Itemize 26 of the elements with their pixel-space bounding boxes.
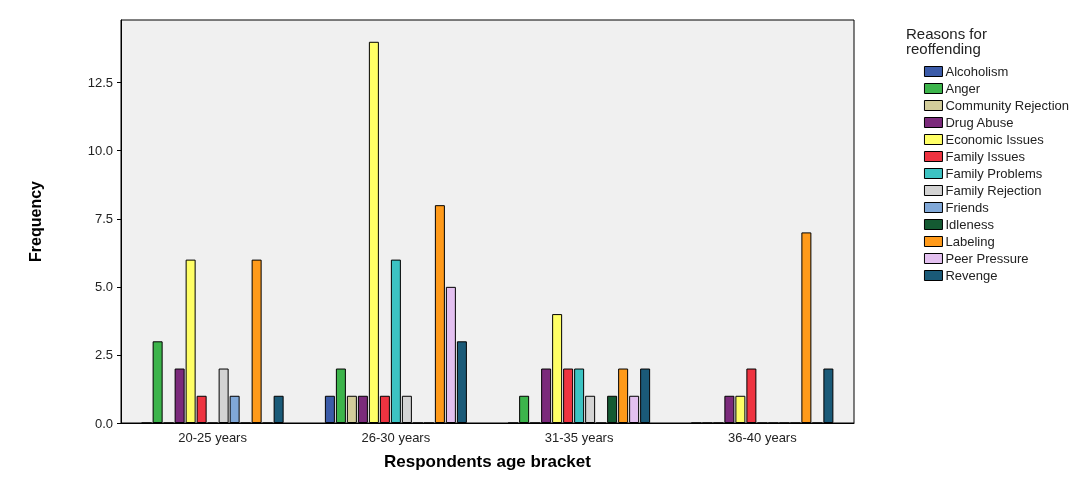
legend-label: Family Issues bbox=[945, 149, 1026, 164]
x-axis-title: Respondents age bracket bbox=[384, 452, 592, 471]
y-axis-title: Frequency bbox=[26, 180, 44, 262]
legend-label: Labeling bbox=[945, 234, 995, 249]
x-tick-label: 36-40 years bbox=[728, 430, 798, 445]
x-tick-label: 20-25 years bbox=[178, 430, 248, 445]
legend-title: Reasons for reoffending bbox=[906, 25, 992, 57]
legend-label: Family Rejection bbox=[945, 183, 1042, 198]
y-tick-label: 12.5 bbox=[87, 75, 113, 91]
legend-label: Community Rejection bbox=[945, 98, 1069, 113]
legend-label: Family Problems bbox=[945, 166, 1043, 181]
x-tick-label: 31-35 years bbox=[544, 430, 614, 445]
y-tick-label: 0.0 bbox=[94, 415, 113, 431]
legend-label: Alcoholism bbox=[945, 64, 1009, 79]
x-tick-label: 26-30 years bbox=[361, 430, 431, 445]
legend-label: Economic Issues bbox=[945, 132, 1045, 147]
y-tick-label: 10.0 bbox=[87, 143, 113, 159]
legend-label: Peer Pressure bbox=[945, 251, 1029, 266]
y-tick-label: 5.0 bbox=[94, 279, 113, 295]
y-tick-label: 2.5 bbox=[94, 347, 113, 363]
y-tick-label: 7.5 bbox=[94, 211, 113, 227]
legend-label: Revenge bbox=[945, 268, 998, 283]
legend-label: Anger bbox=[945, 81, 981, 96]
legend-label: Idleness bbox=[945, 217, 995, 232]
legend-label: Drug Abuse bbox=[945, 115, 1014, 130]
legend-label: Friends bbox=[945, 200, 990, 215]
